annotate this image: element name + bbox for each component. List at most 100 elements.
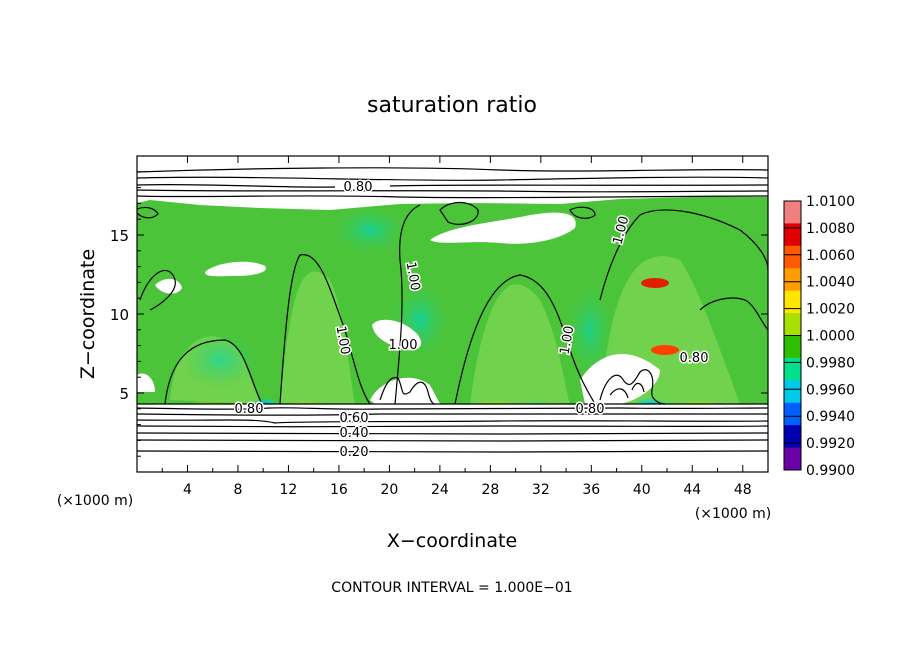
contour-top-2 xyxy=(137,176,768,181)
colorbar-swatch xyxy=(784,357,801,381)
contour-label: 0.80 xyxy=(344,180,373,195)
contour-turbulent-3 xyxy=(609,382,645,399)
colorbar-swatch xyxy=(784,223,801,247)
contour-top-3 xyxy=(137,183,768,188)
z-tick-label: 15 xyxy=(110,227,129,245)
contour-small-blob-3 xyxy=(137,206,159,219)
colorbar: 1.0100 1.0080 1.0060 1.0040 1.0020 1.0000 0.99… xyxy=(783,194,855,479)
teal-patch-4 xyxy=(180,330,260,390)
contour-060 xyxy=(137,419,768,424)
z-axis-label: Z−coordinate xyxy=(77,249,99,379)
contour-040 xyxy=(137,432,768,435)
contour-100-left xyxy=(164,339,263,405)
colorbar-label: 1.0100 xyxy=(806,194,855,210)
z-unit-label: (×1000 m) xyxy=(57,493,133,509)
contour-top-4 xyxy=(137,189,768,193)
x-tick-label: 36 xyxy=(582,482,600,498)
contour-lines xyxy=(137,167,768,453)
contour-labels: 0.801.001.001.00 1.001.000.800.80 0.800.60… xyxy=(233,179,710,462)
warm-core-6 xyxy=(651,345,679,355)
contour-label: 0.20 xyxy=(340,445,369,460)
colorbar-swatch xyxy=(784,268,801,292)
contour-100-right xyxy=(599,209,768,301)
dry-pocket-1 xyxy=(205,261,266,277)
colorbar-swatch xyxy=(784,245,801,269)
dry-pocket-3 xyxy=(372,319,422,351)
contour-label: 0.80 xyxy=(576,402,605,417)
contour-label: 1.00 xyxy=(403,261,423,292)
plume-3 xyxy=(470,284,570,404)
colorbar-swatch xyxy=(784,335,801,359)
teal-patch-3 xyxy=(565,280,615,380)
x-ticks: 4 8 12 16 20 24 28 32 36 40 44 48 xyxy=(161,156,752,498)
colorbar-label: 1.0060 xyxy=(806,248,855,264)
colorbar-swatch xyxy=(784,201,801,224)
teal-patch-1 xyxy=(330,205,410,255)
x-tick-label: 8 xyxy=(233,482,242,498)
z-tick-label: 10 xyxy=(110,306,129,324)
x-unit-label: (×1000 m) xyxy=(695,506,771,522)
x-tick-label: 4 xyxy=(183,482,192,498)
x-tick-label: 40 xyxy=(633,482,651,498)
colorbar-label: 1.0080 xyxy=(806,221,855,237)
warm-core-5 xyxy=(641,278,669,288)
contour-low-3 xyxy=(137,439,768,442)
colorbar-swatch xyxy=(784,380,801,404)
dry-pocket-6 xyxy=(370,377,440,404)
x-tick-label: 20 xyxy=(380,482,398,498)
contour-label: 0.80 xyxy=(680,351,709,366)
contour-label: 0.80 xyxy=(235,402,264,417)
plot-field xyxy=(137,156,768,472)
contour-label: 1.00 xyxy=(333,325,353,356)
x-tick-label: 48 xyxy=(734,482,752,498)
chart-title: saturation ratio xyxy=(367,93,537,118)
contour-label: 1.00 xyxy=(389,338,418,353)
x-axis-label: X−coordinate xyxy=(387,530,517,552)
colorbar-swatch xyxy=(784,425,801,449)
x-tick-label: 12 xyxy=(280,482,298,498)
colorbar-label: 0.9920 xyxy=(806,436,855,452)
contour-small-blob-2 xyxy=(569,206,596,219)
z-ticks: 5 10 15 xyxy=(110,171,768,457)
contour-100-mid1 xyxy=(279,254,371,405)
contour-small-blob-1 xyxy=(439,201,479,225)
contour-left-wiggle xyxy=(139,269,176,311)
contour-100-mid2 xyxy=(454,274,596,405)
dry-pocket-2 xyxy=(430,212,576,244)
colorbar-swatch xyxy=(784,447,801,471)
dry-pocket-5 xyxy=(580,353,660,404)
contour-turbulent-1 xyxy=(379,376,436,405)
x-tick-label: 16 xyxy=(330,482,348,498)
colorbar-label: 0.9900 xyxy=(806,463,855,479)
contour-020 xyxy=(137,450,768,453)
colorbar-label: 0.9960 xyxy=(806,382,855,398)
colorbar-swatch xyxy=(784,402,801,426)
contour-100-right2 xyxy=(699,297,768,331)
contour-interval-note: CONTOUR INTERVAL = 1.000E−01 xyxy=(331,580,572,596)
contour-top-5 xyxy=(137,195,768,199)
colorbar-label: 0.9980 xyxy=(806,355,855,371)
contour-080-low xyxy=(137,407,768,410)
contour-low-2 xyxy=(137,425,768,428)
contour-turbulent-2 xyxy=(599,369,666,405)
colorbar-swatch xyxy=(784,313,801,336)
x-tick-label: 44 xyxy=(683,482,701,498)
contour-100-center xyxy=(394,204,421,405)
colorbar-label: 0.9940 xyxy=(806,409,855,425)
contour-low-1 xyxy=(137,413,768,416)
x-tick-label: 28 xyxy=(481,482,499,498)
colorbar-label: 1.0040 xyxy=(806,275,855,291)
contour-label: 0.60 xyxy=(340,411,369,426)
z-tick-label: 5 xyxy=(119,385,129,403)
colorbar-swatch xyxy=(784,290,801,314)
colorbar-label: 1.0000 xyxy=(806,329,855,345)
dry-pocket-7 xyxy=(137,373,155,392)
contour-label: 0.40 xyxy=(340,426,369,441)
colorbar-label: 1.0020 xyxy=(806,302,855,318)
x-tick-label: 24 xyxy=(431,482,449,498)
contour-label: 1.00 xyxy=(558,325,578,356)
x-tick-label: 32 xyxy=(532,482,550,498)
contour-top-1 xyxy=(137,167,768,173)
